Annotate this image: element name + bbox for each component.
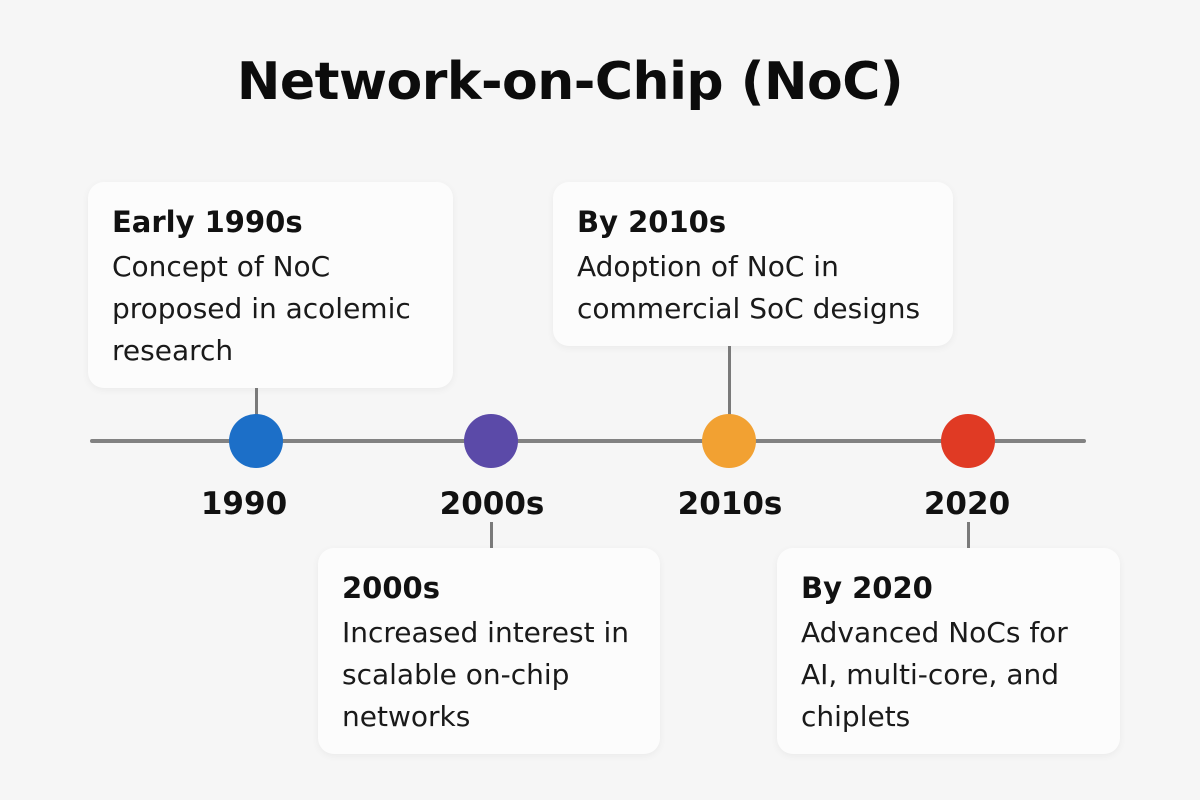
card-description: Advanced NoCs for AI, multi-core, and ch…: [801, 616, 1068, 733]
card-title: Early 1990s: [112, 205, 303, 239]
timeline-dot-2020: [941, 414, 995, 468]
card-title: By 2010s: [577, 205, 727, 239]
card-title: By 2020: [801, 571, 933, 605]
milestone-card-2000s: 2000s Increased interest in scalable on-…: [318, 548, 660, 754]
timeline-axis: [90, 439, 1086, 443]
connector-stem-2000s: [490, 522, 493, 548]
card-title: 2000s: [342, 571, 440, 605]
timeline-dot-2000s: [464, 414, 518, 468]
milestone-card-2010s: By 2010s Adoption of NoC in commercial S…: [553, 182, 953, 346]
milestone-card-1990: Early 1990s Concept of NoC proposed in a…: [88, 182, 453, 388]
connector-stem-1990: [255, 388, 258, 416]
year-label-2010s: 2010s: [677, 486, 783, 522]
card-description: Adoption of NoC in commercial SoC design…: [577, 250, 921, 325]
connector-stem-2020: [967, 522, 970, 548]
card-description: Increased interest in scalable on-chip n…: [342, 616, 630, 733]
timeline-dot-1990: [229, 414, 283, 468]
year-label-1990: 1990: [200, 486, 288, 522]
milestone-card-2020: By 2020 Advanced NoCs for AI, multi-core…: [777, 548, 1120, 754]
card-description: Concept of NoC proposed in acolemic rese…: [112, 250, 411, 367]
year-label-2000s: 2000s: [439, 486, 545, 522]
year-label-2020: 2020: [923, 486, 1011, 522]
connector-stem-2010s: [728, 346, 731, 416]
page-title: Network-on-Chip (NoC): [236, 52, 904, 112]
timeline-dot-2010s: [702, 414, 756, 468]
